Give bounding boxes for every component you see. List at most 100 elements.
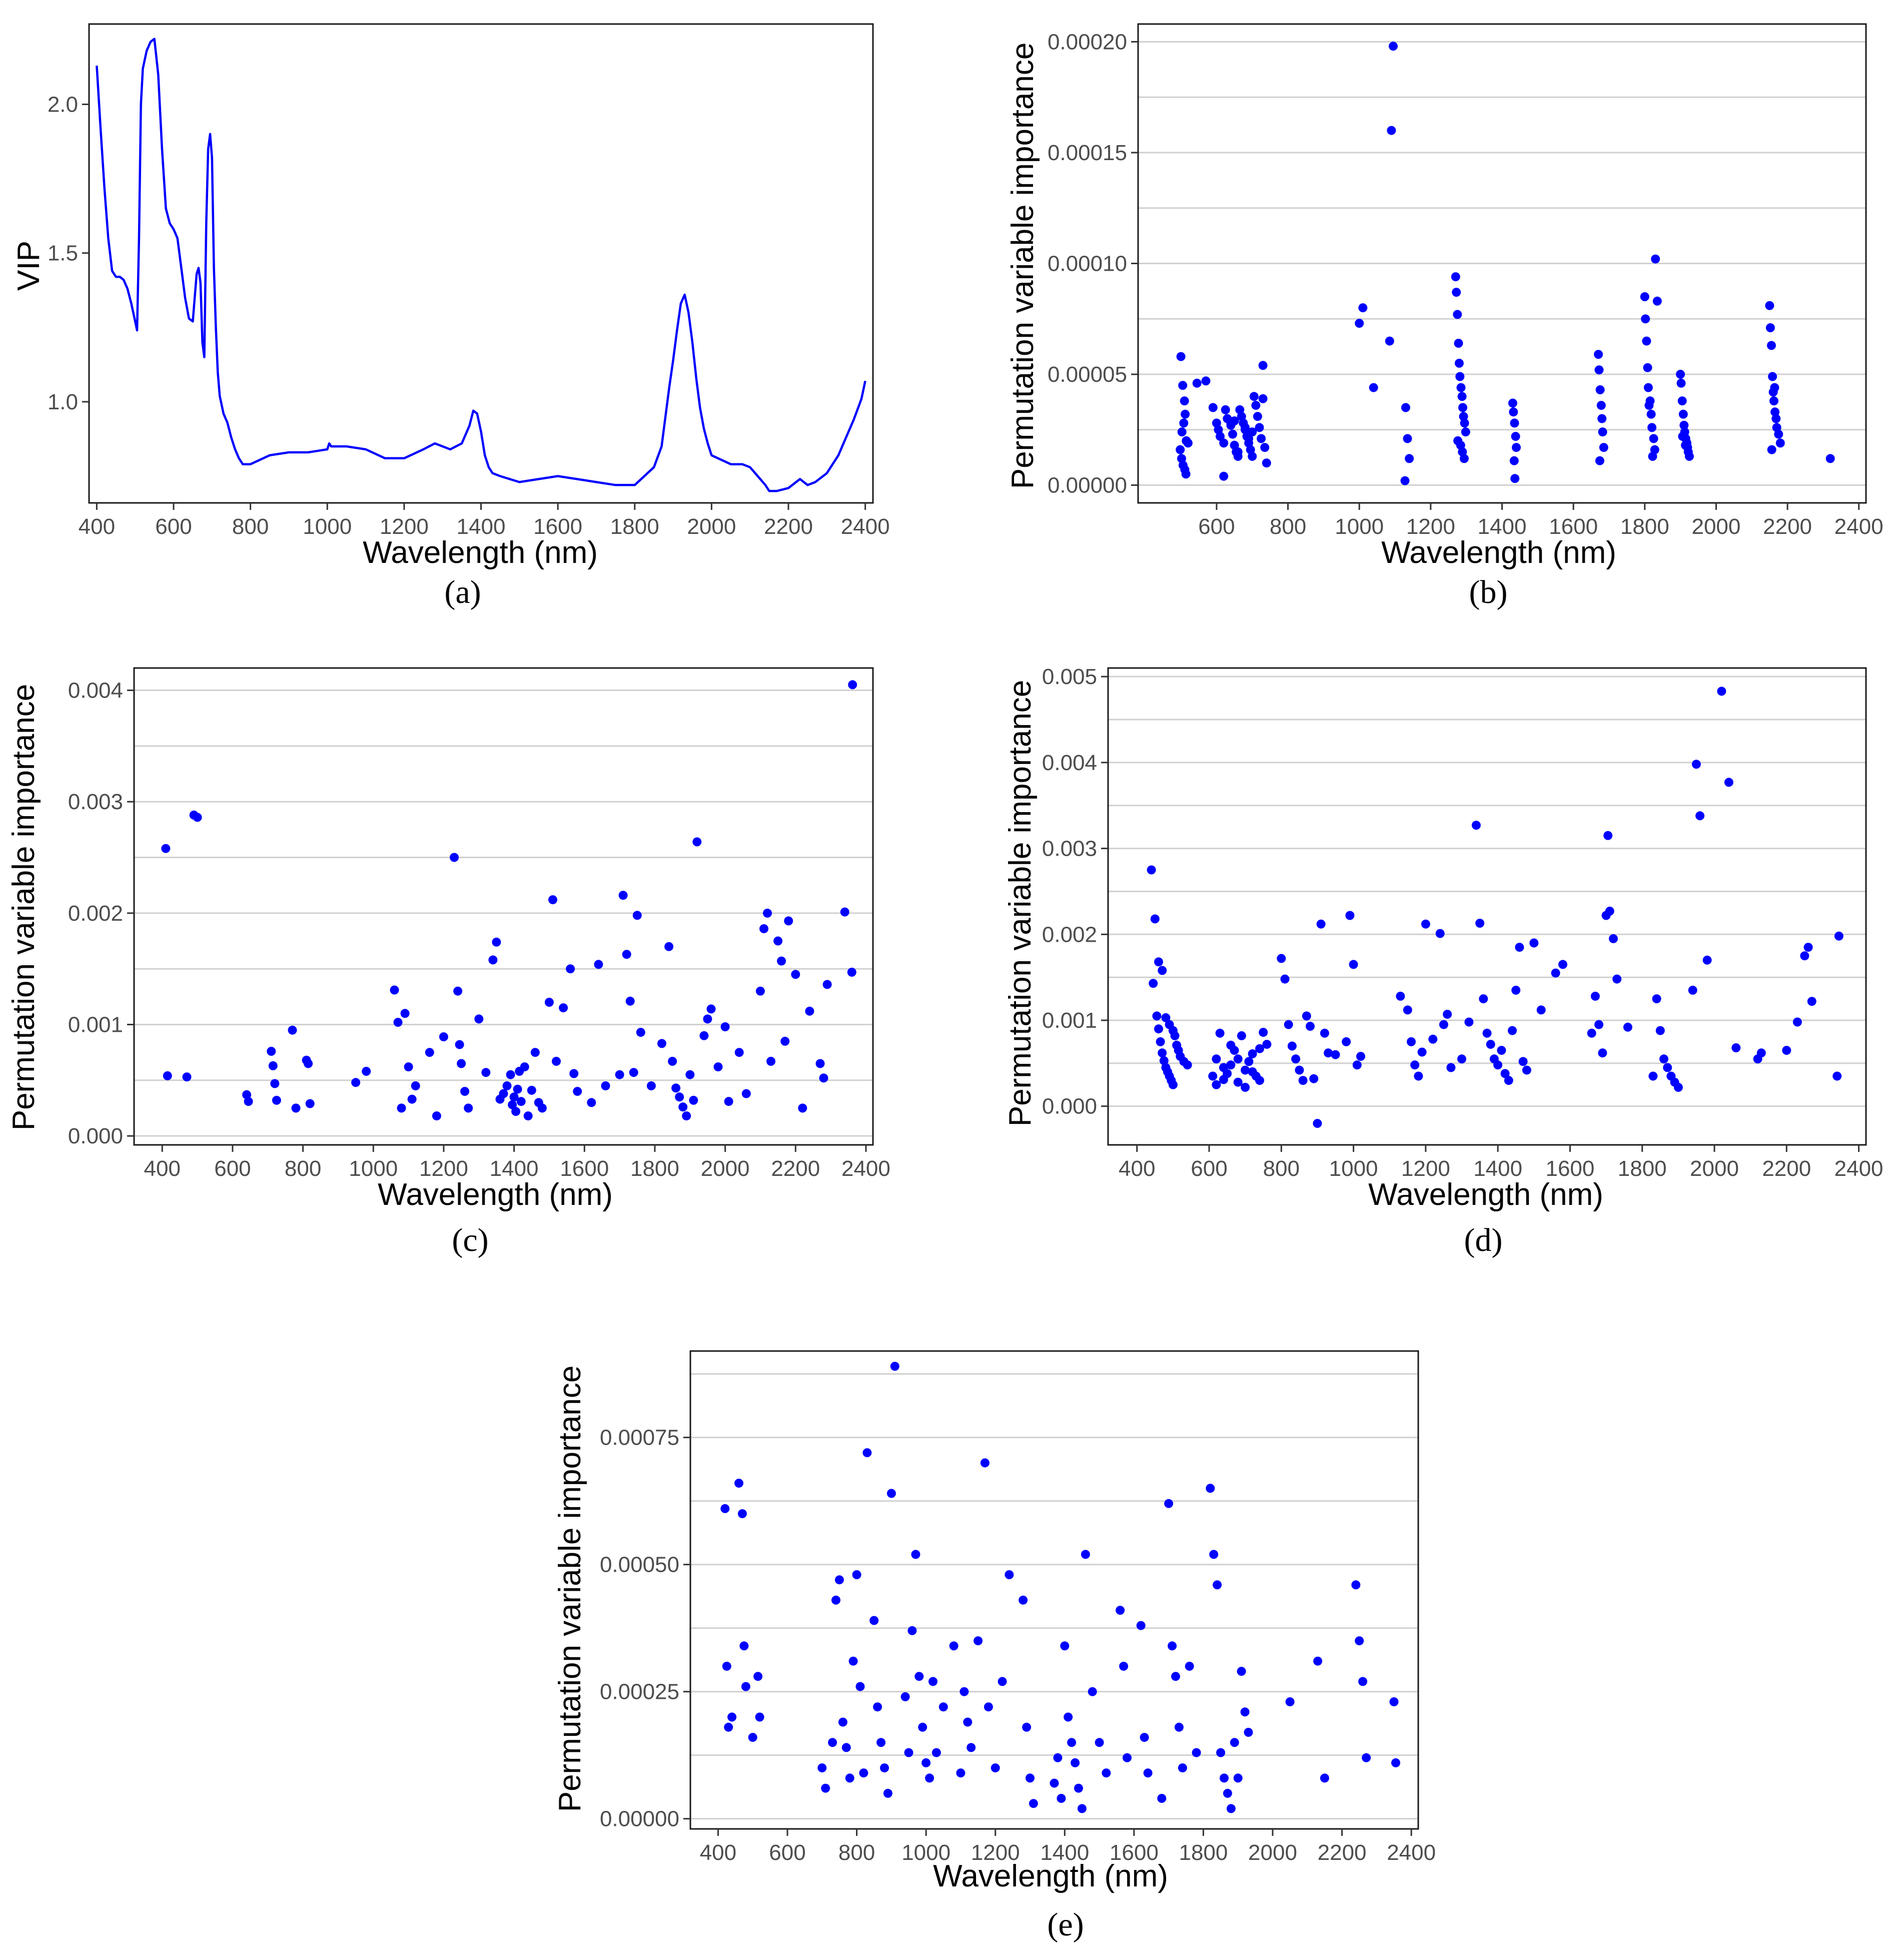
panel-c-data-point: [492, 937, 501, 947]
panel-b-data-point: [1678, 432, 1687, 441]
panel-e-data-point: [928, 1677, 937, 1686]
panel-b-data-point: [1458, 403, 1467, 412]
panel-e-y-axis-title: Permutation variable importance: [553, 1366, 587, 1812]
panel-b-data-point: [1775, 438, 1785, 448]
panel-b-data-point: [1179, 418, 1189, 428]
panel-c-data-point: [763, 908, 772, 918]
panel-d-data-point: [1349, 960, 1358, 969]
panel-d-data-point: [1208, 1071, 1218, 1081]
panel-e-data-point: [991, 1763, 1000, 1773]
panel-b-x-tick-label: 1600: [1549, 514, 1598, 539]
panel-e-y-tick-label: 0.00050: [600, 1553, 679, 1577]
panel-e-data-point: [834, 1575, 844, 1585]
panel-e-data-point: [1143, 1768, 1153, 1778]
panel-b-x-tick-label: 2400: [1834, 514, 1883, 539]
panel-d-data-point: [1161, 1013, 1171, 1022]
panel-b-data-point: [1248, 427, 1257, 437]
panel-c-data-point: [622, 950, 631, 959]
panel-d-x-tick-label: 1000: [1329, 1156, 1378, 1181]
panel-d-data-point: [1652, 994, 1661, 1004]
panel-d-data-point: [1428, 1034, 1438, 1044]
panel-d-data-point: [1529, 938, 1539, 948]
panel-c-data-point: [305, 1099, 315, 1108]
panel-e-data-point: [1095, 1738, 1104, 1747]
panel-d-x-tick-label: 2000: [1690, 1156, 1739, 1181]
panel-e-data-point: [848, 1656, 858, 1666]
panel-c-data-point: [685, 1070, 695, 1079]
panel-d-data-point: [1807, 997, 1816, 1006]
panel-d-x-tick-label: 400: [1119, 1156, 1155, 1181]
panel-e-data-point: [1285, 1697, 1295, 1706]
panel-c-data-point: [815, 1059, 825, 1068]
panel-b-data-point: [1770, 407, 1780, 417]
panel-d-x-tick-label: 1800: [1618, 1156, 1667, 1181]
panel-e-data-point: [1216, 1748, 1226, 1757]
panel-e-data-point: [1171, 1672, 1180, 1681]
panel-d-data-point: [1237, 1031, 1246, 1040]
panel-e-data-point: [1313, 1656, 1323, 1666]
panel-b-data-point: [1769, 396, 1778, 406]
panel-d-data-point: [1446, 1063, 1456, 1072]
panel-b-y-tick-label: 0.00010: [1048, 252, 1127, 276]
panel-d-data-point: [1168, 1026, 1178, 1035]
panel-a-y-tick-label: 2.0: [48, 92, 78, 117]
panel-c-x-tick-label: 1400: [490, 1156, 539, 1181]
panel-c-data-point: [411, 1081, 420, 1090]
panel-d-data-point: [1663, 1063, 1672, 1072]
panel-d-data-point: [1558, 960, 1567, 969]
panel-b-data-point: [1771, 414, 1781, 423]
panel-b-data-point: [1177, 427, 1187, 437]
panel-c-data-point: [678, 1102, 688, 1112]
panel-c-data-point: [699, 1031, 709, 1040]
panel-c-data-point: [506, 1070, 515, 1079]
panel-d-data-point: [1345, 911, 1355, 920]
panel-e-x-tick-label: 1000: [901, 1840, 950, 1865]
panel-d-data-point: [1396, 991, 1405, 1001]
panel-e-data-point: [1220, 1773, 1229, 1783]
panel-c-data-point: [819, 1073, 828, 1083]
panel-c-data-point: [304, 1059, 313, 1068]
panel-e-data-point: [845, 1773, 854, 1783]
panel-d-x-tick-label: 1400: [1473, 1156, 1522, 1181]
panel-e-data-point: [1174, 1722, 1184, 1732]
panel-e-data-point: [727, 1712, 737, 1722]
panel-b-data-point: [1454, 358, 1464, 368]
panel-d-data-point: [1587, 1028, 1596, 1038]
panel-d-data-point: [1159, 1056, 1169, 1065]
panel-c-data-point: [703, 1014, 712, 1024]
panel-e-data-point: [931, 1748, 941, 1757]
panel-d-data-point: [1471, 821, 1481, 830]
panel-d-data-point: [1244, 1057, 1254, 1066]
panel-e-y-tick-label: 0.00075: [600, 1426, 679, 1450]
panel-e-data-point: [998, 1677, 1007, 1686]
panel-d-y-tick-label: 0.000: [1042, 1094, 1097, 1119]
panel-e-data-point: [914, 1672, 924, 1681]
panel-e-data-point: [890, 1362, 899, 1371]
panel-e-data-point: [1119, 1661, 1129, 1671]
panel-b-x-tick-label: 800: [1270, 514, 1306, 539]
panel-b-data-point: [1676, 378, 1686, 388]
panel-c-data-point: [404, 1062, 413, 1072]
panel-c-data-point: [244, 1097, 253, 1106]
panel-c-data-point: [706, 1004, 716, 1014]
panel-c-x-tick-label: 600: [214, 1156, 251, 1181]
panel-c-y-tick-label: 0.000: [68, 1124, 123, 1148]
panel-d-data-point: [1233, 1077, 1243, 1087]
panel-d-data-point: [1497, 1046, 1506, 1055]
panel-d-x-axis-title: Wavelength (nm): [1368, 1177, 1603, 1212]
panel-d-data-point: [1147, 865, 1156, 875]
panel-d-data-point: [1782, 1046, 1791, 1055]
panel-b-data-point: [1181, 469, 1191, 479]
panel-e-x-tick-label: 400: [700, 1840, 736, 1865]
panel-e-data-point: [852, 1570, 861, 1579]
panel-b-data-point: [1452, 288, 1461, 297]
panel-b-data-point: [1461, 427, 1470, 437]
panel-b-data-point: [1767, 445, 1776, 454]
panel-e-data-point: [1116, 1606, 1125, 1615]
panel-d-data-point: [1316, 919, 1326, 929]
panel-b-data-point: [1644, 401, 1654, 410]
panel-c-data-point: [267, 1047, 276, 1056]
panel-b-x-tick-label: 1200: [1406, 514, 1455, 539]
panel-d-data-point: [1511, 985, 1521, 995]
panel-c-data-point: [848, 680, 857, 690]
